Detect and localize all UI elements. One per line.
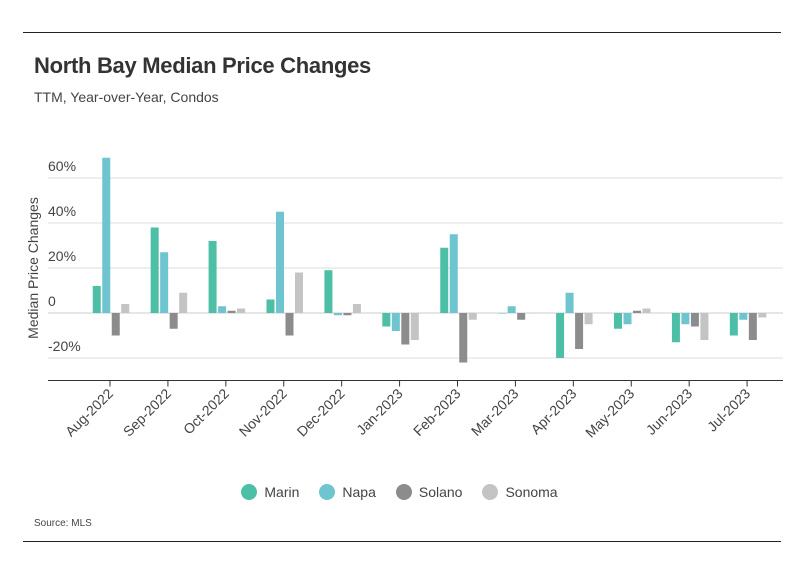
bar-napa — [160, 252, 169, 313]
bar-marin — [614, 313, 622, 329]
bar-marin — [266, 299, 275, 313]
bottom-rule — [23, 541, 781, 542]
x-tick-label: Jan-2023 — [353, 385, 406, 438]
bar-napa — [739, 313, 748, 320]
bar-napa — [507, 306, 516, 313]
bar-solano — [633, 310, 641, 313]
bar-solano — [690, 313, 699, 327]
y-axis-title: Median Price Changes — [25, 197, 41, 339]
x-tick-label: May-2023 — [582, 385, 637, 440]
bar-napa — [276, 211, 284, 313]
bar-marin — [324, 270, 333, 313]
legend-item-napa: Napa — [319, 484, 376, 500]
bar-napa — [623, 313, 632, 325]
bar-solano — [285, 313, 294, 336]
legend-label-napa: Napa — [342, 484, 376, 500]
x-tick-label: Mar-2023 — [468, 385, 522, 439]
bar-napa — [391, 313, 400, 331]
bar-napa — [449, 234, 458, 313]
bar-marin — [150, 227, 159, 313]
bar-solano — [517, 313, 526, 320]
bar-solano — [227, 310, 236, 313]
bar-napa — [333, 313, 342, 316]
bar-marin — [729, 313, 738, 336]
bar-marin — [671, 313, 680, 343]
x-tick-label: Dec-2022 — [294, 385, 348, 439]
bar-napa — [218, 306, 227, 313]
chart-subtitle: TTM, Year-over-Year, Condos — [34, 89, 219, 105]
source-note: Source: MLS — [34, 518, 92, 529]
legend-item-marin: Marin — [241, 484, 299, 500]
bar-sonoma — [179, 292, 188, 313]
legend-item-sonoma: Sonoma — [482, 484, 558, 500]
x-tick-label: Apr-2023 — [527, 385, 579, 437]
bar-sonoma — [584, 313, 593, 325]
legend-swatch-solano — [395, 484, 412, 500]
bar-sonoma — [237, 308, 246, 313]
bar-solano — [401, 313, 410, 345]
legend-label-marin: Marin — [264, 484, 300, 500]
bar-sonoma — [700, 313, 709, 340]
bar-solano — [169, 313, 178, 329]
y-tick-label: 60% — [48, 158, 76, 174]
bar-napa — [681, 313, 690, 325]
bar-solano — [343, 313, 352, 316]
legend-item-solano: Solano — [395, 484, 463, 500]
bar-sonoma — [468, 313, 477, 320]
legend-swatch-sonoma — [482, 484, 499, 500]
bar-marin — [92, 286, 101, 313]
bar-chart: -20% 0 20% 40% 60% Median Price Changes Aug-20… — [25, 157, 783, 441]
bar-sonoma — [121, 304, 130, 313]
bar-napa — [565, 292, 574, 313]
bar-marin — [208, 241, 217, 313]
legend-label-solano: Solano — [418, 484, 463, 500]
bar-sonoma — [642, 308, 651, 313]
x-tick-label: Aug-2022 — [62, 385, 116, 439]
bar-solano — [459, 313, 468, 363]
x-tick-label: Jul-2023 — [704, 385, 753, 434]
chart-title: North Bay Median Price Changes — [34, 53, 371, 78]
y-tick-label: 0 — [48, 293, 56, 309]
bar-sonoma — [295, 272, 303, 313]
legend-label-sonoma: Sonoma — [505, 484, 558, 500]
bar-marin — [440, 247, 449, 313]
bar-sonoma — [410, 313, 419, 340]
bar-solano — [748, 313, 757, 340]
y-tick-label: -20% — [48, 338, 81, 354]
top-rule — [23, 32, 781, 33]
x-tick-label: Jun-2023 — [643, 385, 696, 438]
x-tick-label: Sep-2022 — [120, 385, 174, 439]
legend-swatch-marin — [241, 484, 258, 500]
y-tick-label: 40% — [48, 203, 76, 219]
bar-marin — [498, 313, 507, 314]
bar-napa — [102, 157, 111, 313]
x-tick-label: Nov-2022 — [236, 385, 290, 439]
chart-legend: Marin Napa Solano Sonoma — [0, 484, 799, 500]
x-tick-label: Oct-2022 — [180, 385, 232, 437]
bar-marin — [556, 313, 565, 358]
x-tick-label: Feb-2023 — [410, 385, 464, 439]
bar-marin — [382, 313, 391, 327]
bar-solano — [111, 313, 120, 336]
bar-sonoma — [352, 304, 361, 313]
bar-sonoma — [526, 313, 535, 314]
legend-swatch-napa — [319, 484, 336, 500]
y-tick-label: 20% — [48, 248, 76, 264]
bar-sonoma — [758, 313, 767, 318]
bar-solano — [575, 313, 584, 349]
